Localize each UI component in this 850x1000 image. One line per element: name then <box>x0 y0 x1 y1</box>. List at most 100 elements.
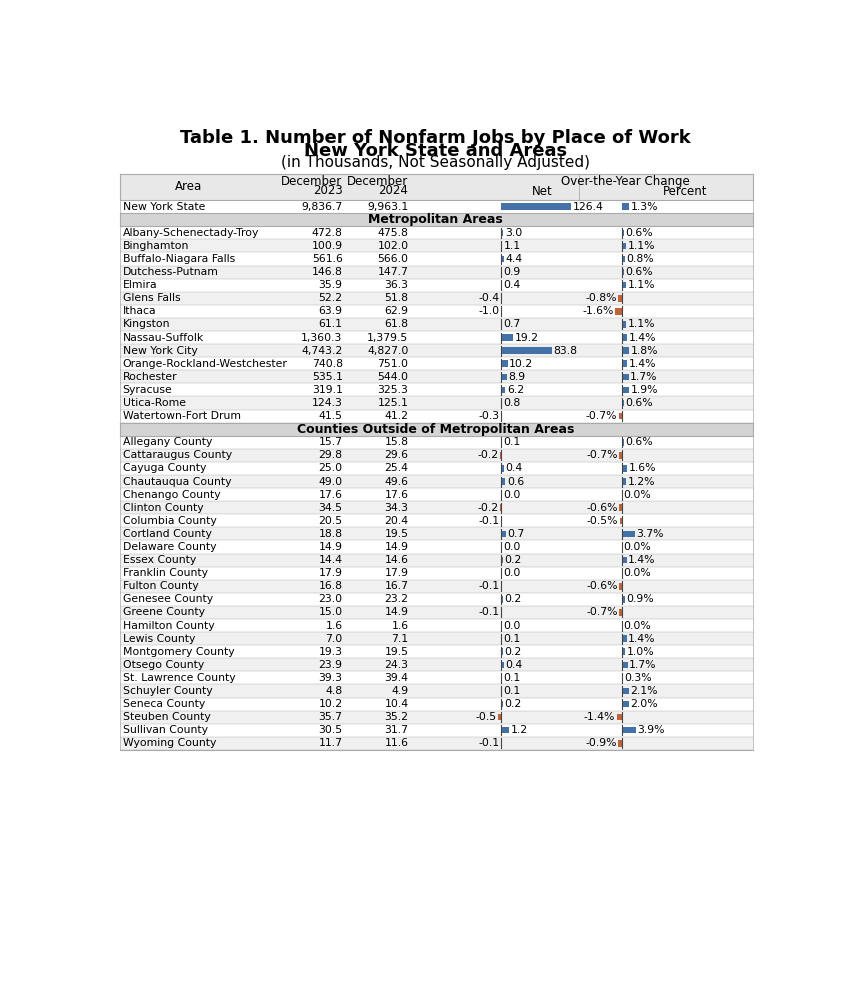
Text: Allegany County: Allegany County <box>122 437 212 447</box>
Text: 0.1: 0.1 <box>504 686 521 696</box>
Bar <box>502 662 504 668</box>
Text: Ithaca: Ithaca <box>122 306 156 316</box>
Text: 7.1: 7.1 <box>391 634 409 644</box>
Text: 7.0: 7.0 <box>326 634 343 644</box>
Text: Rochester: Rochester <box>122 372 177 382</box>
Text: 29.8: 29.8 <box>319 450 343 460</box>
Text: 1.2: 1.2 <box>511 725 528 735</box>
Bar <box>619 609 621 616</box>
Bar <box>621 648 626 655</box>
Text: Montgomery County: Montgomery County <box>122 647 234 657</box>
Text: St. Lawrence County: St. Lawrence County <box>122 673 235 683</box>
Bar <box>500 452 501 459</box>
Bar <box>120 226 753 239</box>
Text: 2023: 2023 <box>313 184 343 197</box>
Text: 0.1: 0.1 <box>504 673 521 683</box>
Text: 740.8: 740.8 <box>312 359 343 369</box>
Text: -0.1: -0.1 <box>479 516 499 526</box>
Text: 4.9: 4.9 <box>391 686 409 696</box>
Text: Counties Outside of Metropolitan Areas: Counties Outside of Metropolitan Areas <box>297 423 575 436</box>
Text: Columbia County: Columbia County <box>122 516 216 526</box>
Bar <box>120 658 753 671</box>
Bar <box>498 714 501 720</box>
Bar <box>621 439 624 446</box>
Bar <box>120 305 753 318</box>
Text: -0.1: -0.1 <box>479 581 499 591</box>
Text: 0.6%: 0.6% <box>626 228 654 238</box>
Text: 2.0%: 2.0% <box>631 699 658 709</box>
Text: 1.9%: 1.9% <box>631 385 659 395</box>
Text: -0.7%: -0.7% <box>586 450 618 460</box>
Bar <box>502 387 505 393</box>
Text: -0.2: -0.2 <box>478 503 499 513</box>
Text: Cortland County: Cortland County <box>122 529 212 539</box>
Text: 1.8%: 1.8% <box>631 346 658 356</box>
Text: 1.2%: 1.2% <box>627 477 655 487</box>
Text: 1.0%: 1.0% <box>626 647 655 657</box>
Text: 11.7: 11.7 <box>319 738 343 748</box>
Text: 0.6: 0.6 <box>507 477 524 487</box>
Bar <box>621 727 636 733</box>
Text: Steuben County: Steuben County <box>122 712 210 722</box>
Bar <box>621 675 623 681</box>
Text: 14.6: 14.6 <box>384 555 409 565</box>
Text: 535.1: 535.1 <box>312 372 343 382</box>
Text: 49.0: 49.0 <box>319 477 343 487</box>
Bar <box>120 370 753 383</box>
Text: -1.0: -1.0 <box>479 306 499 316</box>
Bar <box>502 531 506 537</box>
Text: 325.3: 325.3 <box>377 385 409 395</box>
Text: Orange-Rockland-Westchester: Orange-Rockland-Westchester <box>122 359 287 369</box>
Text: 23.0: 23.0 <box>319 594 343 604</box>
Text: Otsego County: Otsego County <box>122 660 204 670</box>
Text: 102.0: 102.0 <box>377 241 409 251</box>
Text: 35.7: 35.7 <box>319 712 343 722</box>
Text: 19.5: 19.5 <box>384 647 409 657</box>
Text: 17.6: 17.6 <box>384 490 409 500</box>
Text: 0.4: 0.4 <box>506 463 523 473</box>
Text: 29.6: 29.6 <box>384 450 409 460</box>
Text: December: December <box>348 175 409 188</box>
Text: -0.1: -0.1 <box>479 607 499 617</box>
Bar <box>620 583 621 590</box>
Text: 126.4: 126.4 <box>573 202 604 212</box>
Text: -0.4: -0.4 <box>479 293 500 303</box>
Text: 0.6%: 0.6% <box>626 437 653 447</box>
Bar <box>120 383 753 396</box>
Text: Utica-Rome: Utica-Rome <box>122 398 185 408</box>
Bar <box>120 279 753 292</box>
Bar <box>120 593 753 606</box>
Bar <box>621 557 626 563</box>
Bar <box>120 724 753 737</box>
Text: 1.4%: 1.4% <box>629 359 656 369</box>
Text: -0.7%: -0.7% <box>586 411 617 421</box>
Text: 751.0: 751.0 <box>377 359 409 369</box>
Text: 6.2: 6.2 <box>507 385 524 395</box>
Text: 9,963.1: 9,963.1 <box>367 202 409 212</box>
Text: Cattaraugus County: Cattaraugus County <box>122 450 232 460</box>
Bar <box>120 580 753 593</box>
Text: -0.6%: -0.6% <box>586 503 618 513</box>
Text: 4.8: 4.8 <box>326 686 343 696</box>
Bar <box>120 619 753 632</box>
Bar <box>502 230 503 236</box>
Text: 1.6%: 1.6% <box>629 463 656 473</box>
Text: Genesee County: Genesee County <box>122 594 212 604</box>
Text: -0.8%: -0.8% <box>586 293 617 303</box>
Text: 0.4: 0.4 <box>503 280 520 290</box>
Bar <box>615 308 621 315</box>
Text: 61.8: 61.8 <box>384 319 409 329</box>
Text: Cayuga County: Cayuga County <box>122 463 206 473</box>
Text: 0.4: 0.4 <box>506 660 523 670</box>
Text: Table 1. Number of Nonfarm Jobs by Place of Work: Table 1. Number of Nonfarm Jobs by Place… <box>180 129 691 147</box>
Bar <box>502 701 503 707</box>
Bar <box>502 727 509 733</box>
Text: 34.3: 34.3 <box>384 503 409 513</box>
Text: 1,379.5: 1,379.5 <box>367 333 409 343</box>
Text: Percent: Percent <box>663 185 708 198</box>
Text: Fulton County: Fulton County <box>122 581 198 591</box>
Text: 10.2: 10.2 <box>509 359 533 369</box>
Bar <box>120 684 753 698</box>
Text: 23.9: 23.9 <box>319 660 343 670</box>
Bar <box>120 737 753 750</box>
